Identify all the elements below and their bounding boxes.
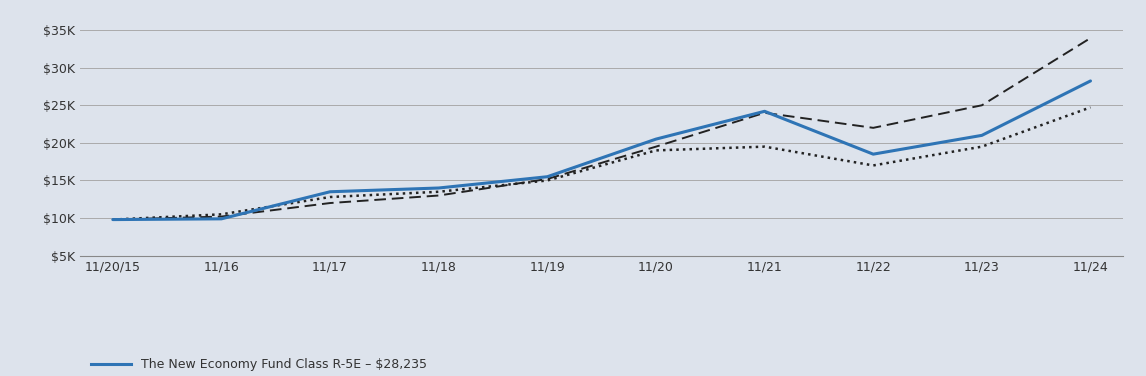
Legend: The New Economy Fund Class R-5E – $28,235, MSCI ACWI (All Country World Index) –: The New Economy Fund Class R-5E – $28,23… bbox=[86, 353, 441, 376]
